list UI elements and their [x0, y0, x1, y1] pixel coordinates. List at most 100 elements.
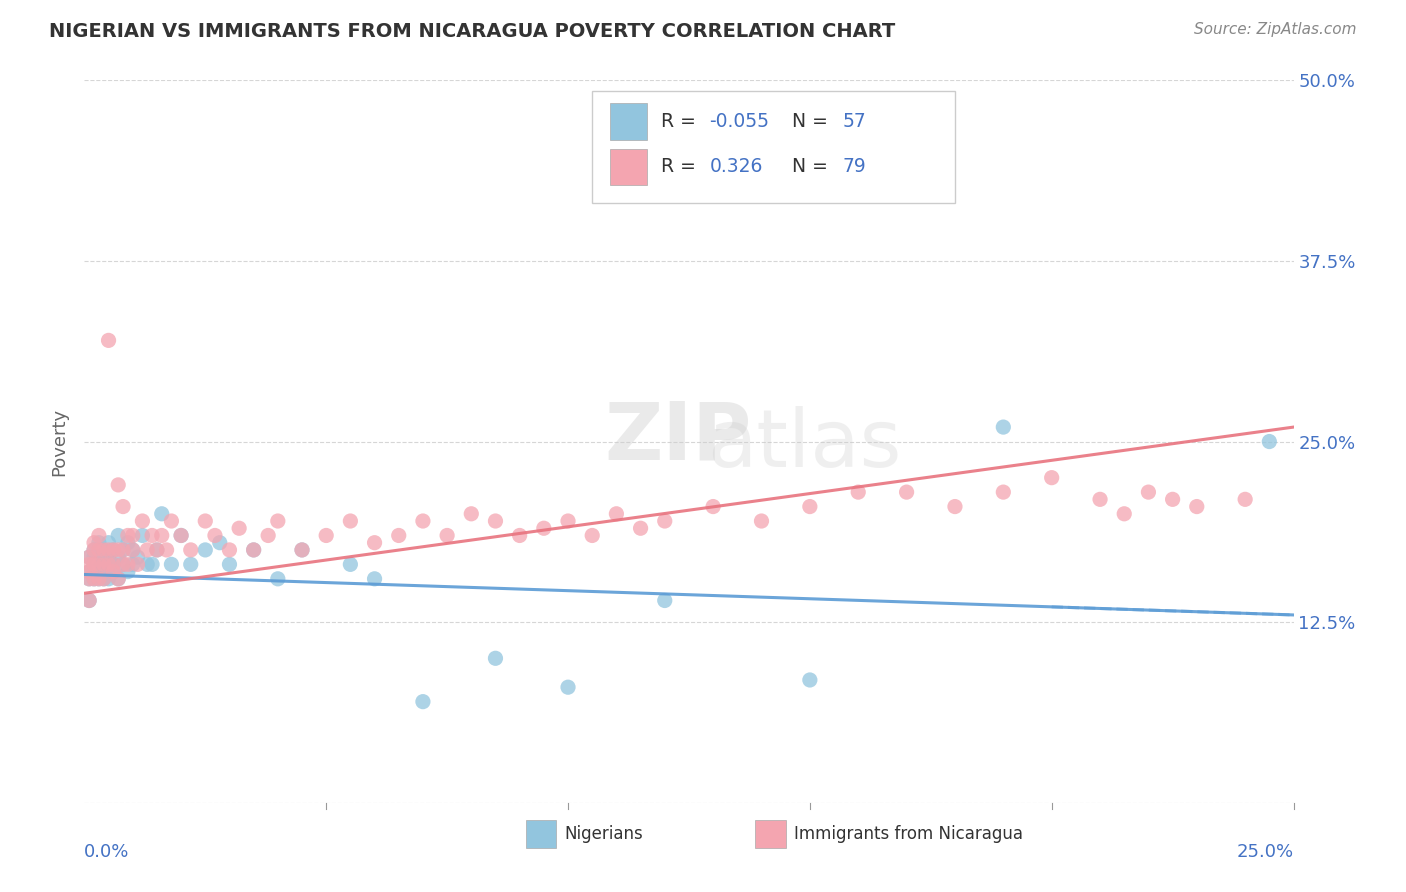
Point: [87, 565, 110, 579]
FancyBboxPatch shape: [755, 820, 786, 847]
Point: [107, 528, 129, 542]
Point: [131, 528, 153, 542]
Point: [291, 542, 314, 557]
Point: [630, 521, 652, 535]
Point: [1137, 485, 1160, 500]
Point: [412, 514, 434, 528]
Point: [103, 565, 125, 579]
Point: [103, 558, 125, 572]
Text: N =: N =: [792, 158, 834, 177]
Point: [993, 420, 1015, 434]
Point: [943, 500, 966, 514]
Point: [83, 542, 105, 557]
Point: [83, 565, 105, 579]
Text: NIGERIAN VS IMMIGRANTS FROM NICARAGUA POVERTY CORRELATION CHART: NIGERIAN VS IMMIGRANTS FROM NICARAGUA PO…: [49, 22, 896, 41]
Point: [83, 572, 105, 586]
Point: [194, 514, 217, 528]
Point: [581, 528, 603, 542]
Text: Immigrants from Nicaragua: Immigrants from Nicaragua: [794, 825, 1024, 843]
Point: [77, 572, 100, 586]
Point: [97, 558, 120, 572]
Point: [93, 558, 115, 572]
Y-axis label: Poverty: Poverty: [51, 408, 69, 475]
Point: [228, 521, 250, 535]
Text: ZIP: ZIP: [605, 399, 752, 477]
Point: [87, 528, 110, 542]
Point: [87, 542, 110, 557]
Point: [117, 558, 139, 572]
Text: Nigerians: Nigerians: [564, 825, 643, 843]
Point: [112, 500, 135, 514]
Point: [654, 514, 676, 528]
Point: [117, 535, 139, 549]
Point: [77, 565, 100, 579]
Point: [146, 542, 169, 557]
Point: [83, 558, 105, 572]
Point: [605, 507, 627, 521]
Point: [460, 507, 482, 521]
Point: [242, 542, 264, 557]
Point: [131, 514, 153, 528]
Text: R =: R =: [661, 158, 702, 177]
Point: [107, 572, 129, 586]
Point: [121, 542, 143, 557]
Point: [77, 565, 100, 579]
Point: [363, 572, 385, 586]
Point: [107, 542, 129, 557]
Point: [315, 528, 337, 542]
Point: [799, 673, 821, 687]
Point: [436, 528, 458, 542]
Point: [121, 558, 143, 572]
Point: [484, 514, 506, 528]
Point: [141, 558, 163, 572]
Point: [180, 542, 202, 557]
Point: [127, 550, 149, 565]
Point: [1161, 492, 1184, 507]
Point: [87, 558, 110, 572]
FancyBboxPatch shape: [592, 91, 955, 203]
Point: [1258, 434, 1281, 449]
Point: [77, 593, 100, 607]
Point: [846, 485, 869, 500]
Text: 25.0%: 25.0%: [1236, 843, 1294, 861]
Point: [112, 542, 135, 557]
Text: N =: N =: [792, 112, 834, 131]
Point: [208, 535, 231, 549]
Point: [412, 695, 434, 709]
Point: [97, 572, 120, 586]
Point: [97, 550, 120, 565]
Point: [267, 514, 290, 528]
Point: [93, 542, 115, 557]
Point: [107, 478, 129, 492]
Point: [117, 565, 139, 579]
Point: [1234, 492, 1257, 507]
Point: [103, 565, 125, 579]
Point: [77, 593, 100, 607]
Point: [1040, 470, 1063, 484]
Point: [160, 514, 183, 528]
Text: 0.326: 0.326: [710, 158, 763, 177]
Point: [363, 535, 385, 549]
Point: [339, 514, 361, 528]
Point: [257, 528, 280, 542]
Point: [291, 542, 314, 557]
Point: [87, 535, 110, 549]
Point: [388, 528, 411, 542]
Point: [112, 558, 135, 572]
Point: [87, 572, 110, 586]
Point: [121, 542, 143, 557]
Point: [83, 558, 105, 572]
Point: [267, 572, 290, 586]
Point: [83, 535, 105, 549]
Point: [83, 550, 105, 565]
Point: [1088, 492, 1111, 507]
Point: [150, 507, 173, 521]
Point: [1185, 500, 1208, 514]
Point: [141, 528, 163, 542]
Text: 57: 57: [842, 112, 866, 131]
Point: [242, 542, 264, 557]
Text: Source: ZipAtlas.com: Source: ZipAtlas.com: [1194, 22, 1357, 37]
Point: [204, 528, 226, 542]
Point: [170, 528, 193, 542]
Point: [93, 572, 115, 586]
